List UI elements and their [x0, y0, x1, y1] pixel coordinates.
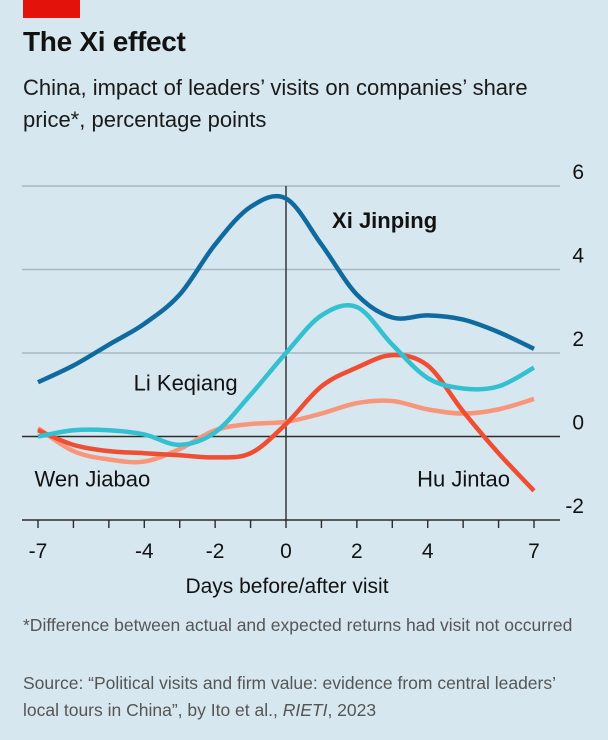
y-tick-label: 4	[572, 245, 584, 268]
x-axis-label: Days before/after visit	[185, 575, 388, 598]
series-label-wen-jiabao: Wen Jiabao	[34, 467, 150, 492]
series-label-li-keqiang: Li Keqiang	[134, 371, 238, 396]
chart-subtitle: China, impact of leaders’ visits on comp…	[23, 75, 528, 132]
line-chart: 6 4 2 0 -2 -7 -4 -2 0 2 4 7 Xi Jinping Li Keqiang Hu …	[22, 161, 584, 598]
x-tick-label: 2	[351, 540, 363, 563]
source-note: Source: “Political visits and firm value…	[23, 670, 593, 724]
series-lines	[36, 193, 536, 493]
y-tick-label: 6	[572, 161, 584, 184]
chart-title: The Xi effect	[23, 26, 186, 57]
brand-red-tab	[23, 0, 80, 18]
series-line-li-keqiang	[37, 303, 536, 448]
y-tick-label: -2	[565, 495, 584, 518]
source-publisher: RIETI	[282, 700, 328, 720]
footnote: *Difference between actual and expected …	[23, 615, 573, 635]
x-tick-label: 0	[280, 540, 292, 563]
series-labels: Xi Jinping Li Keqiang Hu Jintao Wen Jiabao	[34, 208, 510, 492]
series-line-hu-jintao	[37, 352, 536, 493]
x-tick-label: 7	[528, 540, 540, 563]
gridlines	[22, 185, 560, 521]
source-year: , 2023	[327, 700, 377, 720]
series-label-hu-jintao: Hu Jintao	[417, 467, 510, 492]
x-tick-label: -2	[206, 540, 225, 563]
series-label-xi-jinping: Xi Jinping	[332, 208, 437, 233]
x-tick-label: -7	[29, 540, 48, 563]
y-tick-label: 2	[572, 328, 584, 351]
x-tick-label: -4	[135, 540, 154, 563]
series-line-xi-jinping	[37, 193, 535, 385]
source-text: Source: “Political visits and firm value…	[23, 673, 556, 720]
y-tick-label: 0	[572, 412, 584, 435]
x-tick-label: 4	[422, 540, 434, 563]
